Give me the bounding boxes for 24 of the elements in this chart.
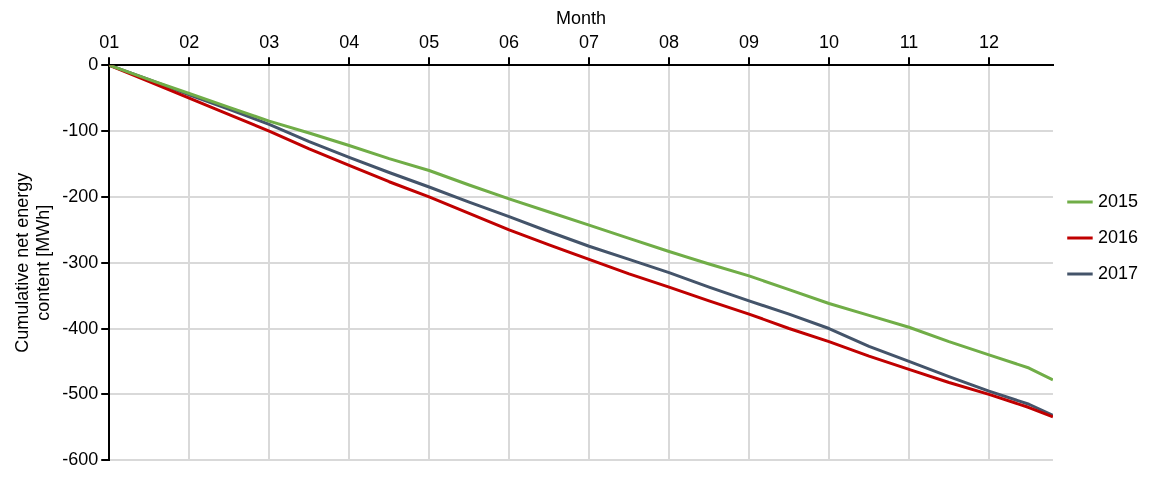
legend-label: 2015 bbox=[1097, 190, 1138, 211]
legend-label: 2016 bbox=[1097, 226, 1138, 247]
x-tick-label: 08 bbox=[659, 32, 680, 53]
x-tick-label: 10 bbox=[819, 32, 840, 53]
x-tick-label: 12 bbox=[978, 32, 999, 53]
x-axis-title: Month bbox=[556, 7, 607, 28]
x-tick-label: 09 bbox=[739, 32, 760, 53]
y-tick-label: -500 bbox=[62, 383, 99, 404]
y-tick-label: 0 bbox=[88, 54, 99, 75]
y-tick-label: -200 bbox=[62, 185, 99, 206]
y-tick-label: -300 bbox=[62, 251, 99, 272]
y-axis-title: Cumulative net energy content [MWh] bbox=[11, 172, 54, 353]
x-tick-label: 06 bbox=[499, 32, 520, 53]
legend-label: 2017 bbox=[1097, 262, 1138, 283]
x-tick-label: 11 bbox=[899, 32, 919, 53]
x-tick-label: 03 bbox=[259, 32, 280, 53]
x-tick-label: 04 bbox=[339, 32, 360, 53]
x-tick-label: 05 bbox=[419, 32, 440, 53]
x-tick-label: 01 bbox=[99, 32, 120, 53]
x-tick-label: 07 bbox=[579, 32, 600, 53]
y-tick-label: -400 bbox=[62, 317, 99, 338]
y-tick-label: -600 bbox=[62, 449, 99, 470]
y-tick-label: -100 bbox=[62, 120, 99, 140]
x-tick-label: 02 bbox=[179, 32, 200, 53]
